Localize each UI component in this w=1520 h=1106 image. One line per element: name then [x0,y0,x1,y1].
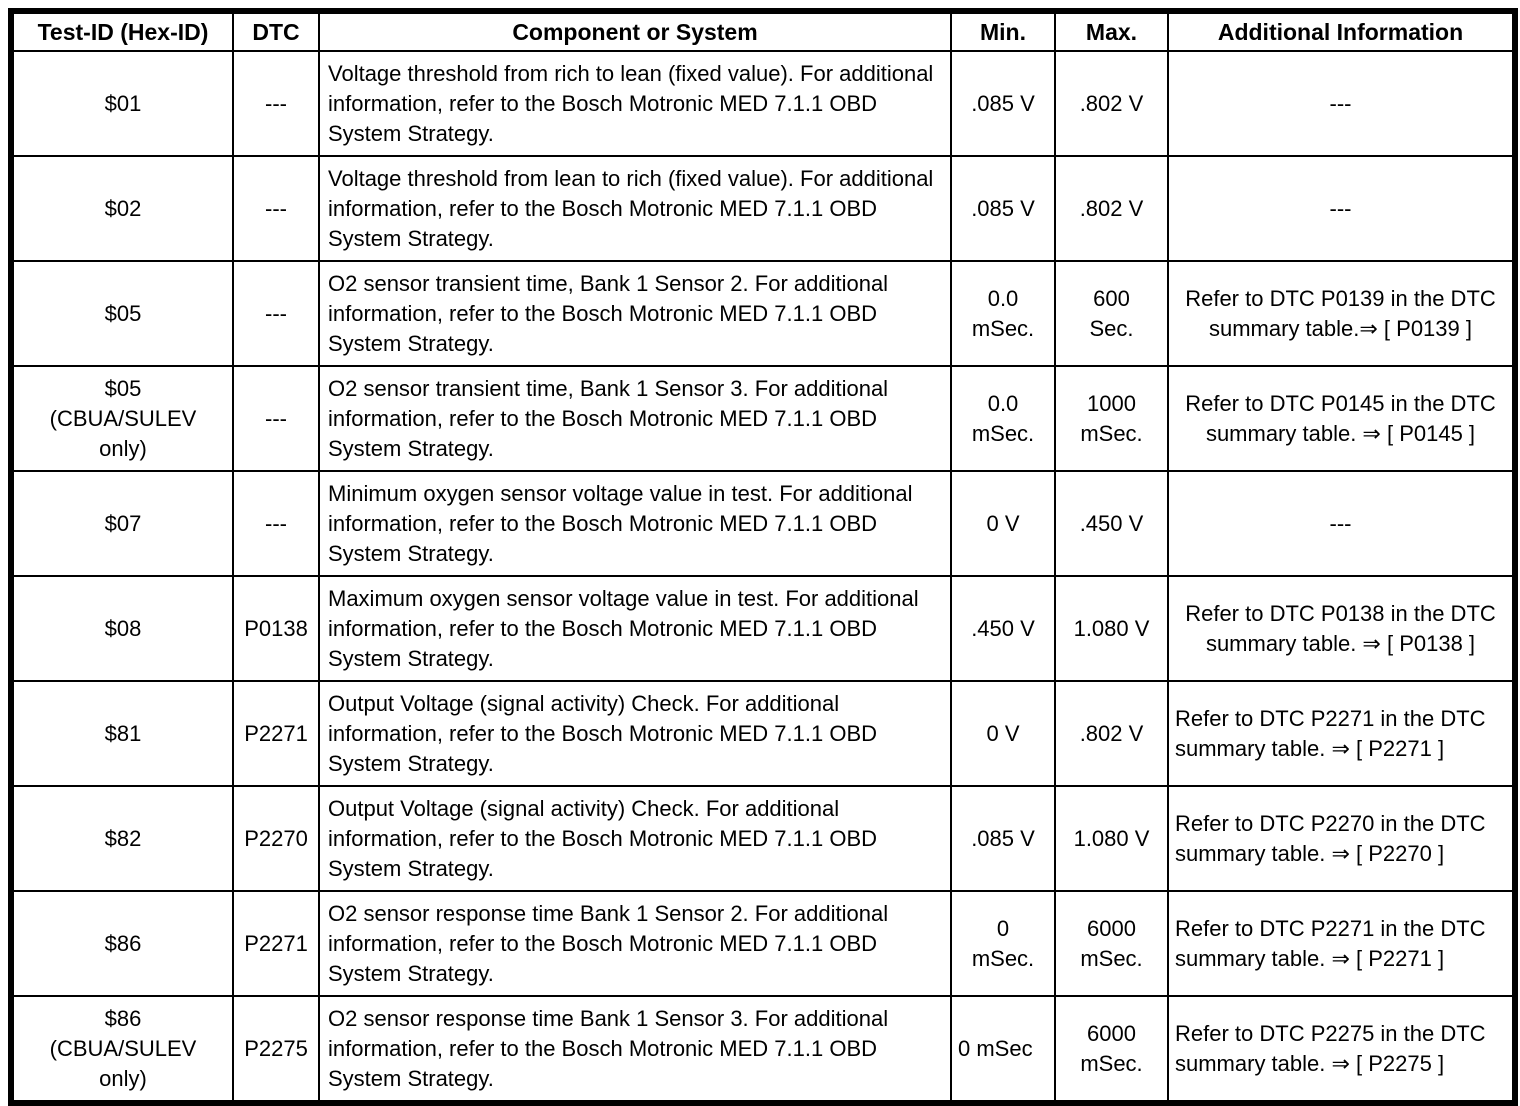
dtc-cell: P0138 [232,575,320,682]
component-cell: O2 sensor response time Bank 1 Sensor 2.… [318,890,952,997]
table-row: $08 P0138 Maximum oxygen sensor voltage … [10,575,1516,682]
table-row: $02 --- Voltage threshold from lean to r… [10,155,1516,262]
additional-info-cell: Refer to DTC P0145 in the DTC summary ta… [1167,365,1516,472]
component-cell: O2 sensor response time Bank 1 Sensor 3.… [318,995,952,1104]
test-id-cell: $05 [10,260,234,367]
component-cell: O2 sensor transient time, Bank 1 Sensor … [318,260,952,367]
additional-info-cell: Refer to DTC P0138 in the DTC summary ta… [1167,575,1516,682]
table-row: $05 (CBUA/SULEV only) --- O2 sensor tran… [10,365,1516,472]
min-cell: 0.0 mSec. [950,260,1056,367]
min-cell: 0 V [950,470,1056,577]
test-id-cell: $82 [10,785,234,892]
header-min: Min. [950,10,1056,52]
max-cell: 1.080 V [1054,785,1169,892]
dtc-cell: --- [232,260,320,367]
dtc-cell: --- [232,365,320,472]
component-cell: Output Voltage (signal activity) Check. … [318,785,952,892]
table-row: $86 (CBUA/SULEV only) P2275 O2 sensor re… [10,995,1516,1104]
max-cell: .802 V [1054,155,1169,262]
table-row: $01 --- Voltage threshold from rich to l… [10,50,1516,157]
max-cell: 1000 mSec. [1054,365,1169,472]
min-cell: .085 V [950,50,1056,157]
min-cell: .085 V [950,785,1056,892]
component-cell: Voltage threshold from rich to lean (fix… [318,50,952,157]
additional-info-cell: --- [1167,470,1516,577]
min-cell: 0 mSec. [950,890,1056,997]
component-cell: Minimum oxygen sensor voltage value in t… [318,470,952,577]
additional-info-cell: Refer to DTC P2275 in the DTC summary ta… [1167,995,1516,1104]
dtc-cell: P2270 [232,785,320,892]
max-cell: .802 V [1054,50,1169,157]
component-cell: Maximum oxygen sensor voltage value in t… [318,575,952,682]
header-dtc: DTC [232,10,320,52]
dtc-cell: P2275 [232,995,320,1104]
test-id-cell: $86 [10,890,234,997]
header-additional: Additional Information [1167,10,1516,52]
min-cell: 0 V [950,680,1056,787]
min-cell: 0 mSec [950,995,1056,1104]
additional-info-cell: --- [1167,50,1516,157]
max-cell: .450 V [1054,470,1169,577]
dtc-cell: --- [232,50,320,157]
additional-info-cell: Refer to DTC P2270 in the DTC summary ta… [1167,785,1516,892]
table-row: $82 P2270 Output Voltage (signal activit… [10,785,1516,892]
additional-info-cell: Refer to DTC P2271 in the DTC summary ta… [1167,890,1516,997]
table-row: $86 P2271 O2 sensor response time Bank 1… [10,890,1516,997]
max-cell: 1.080 V [1054,575,1169,682]
component-cell: Voltage threshold from lean to rich (fix… [318,155,952,262]
component-cell: Output Voltage (signal activity) Check. … [318,680,952,787]
dtc-cell: P2271 [232,680,320,787]
additional-info-cell: --- [1167,155,1516,262]
min-cell: 0.0 mSec. [950,365,1056,472]
additional-info-cell: Refer to DTC P0139 in the DTC summary ta… [1167,260,1516,367]
dtc-cell: --- [232,155,320,262]
table-row: $05 --- O2 sensor transient time, Bank 1… [10,260,1516,367]
test-id-cell: $01 [10,50,234,157]
test-id-cell: $08 [10,575,234,682]
test-id-cell: $02 [10,155,234,262]
additional-info-cell: Refer to DTC P2271 in the DTC summary ta… [1167,680,1516,787]
header-component: Component or System [318,10,952,52]
max-cell: 6000 mSec. [1054,890,1169,997]
header-max: Max. [1054,10,1169,52]
min-cell: .450 V [950,575,1056,682]
dtc-cell: P2271 [232,890,320,997]
test-id-cell: $81 [10,680,234,787]
test-id-cell: $86 (CBUA/SULEV only) [10,995,234,1104]
test-id-cell: $05 (CBUA/SULEV only) [10,365,234,472]
min-cell: .085 V [950,155,1056,262]
table-row: $07 --- Minimum oxygen sensor voltage va… [10,470,1516,577]
component-cell: O2 sensor transient time, Bank 1 Sensor … [318,365,952,472]
dtc-cell: --- [232,470,320,577]
header-test-id: Test-ID (Hex-ID) [10,10,234,52]
test-id-cell: $07 [10,470,234,577]
header-row: Test-ID (Hex-ID) DTC Component or System… [10,10,1516,52]
max-cell: 600 Sec. [1054,260,1169,367]
max-cell: 6000 mSec. [1054,995,1169,1104]
diagnostic-test-table: Test-ID (Hex-ID) DTC Component or System… [8,8,1518,1106]
max-cell: .802 V [1054,680,1169,787]
table-row: $81 P2271 Output Voltage (signal activit… [10,680,1516,787]
